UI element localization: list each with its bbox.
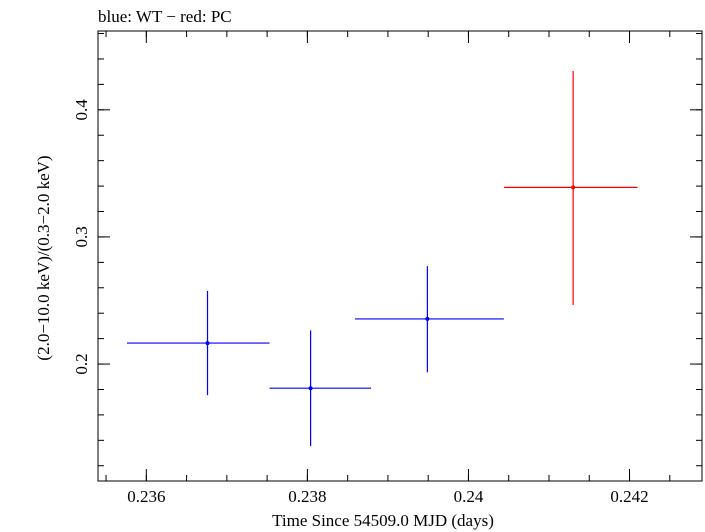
series-wt [126,266,504,447]
chart-title: blue: WT − red: PC [98,7,232,26]
plot-frame [97,30,703,482]
data-point [308,386,313,391]
y-tick-label: 0.2 [72,353,91,374]
x-tick-label: 0.236 [127,487,165,506]
y-axis-label: (2.0−10.0 keV)/(0.3−2.0 keV) [34,155,53,360]
x-axis-label: Time Since 54509.0 MJD (days) [272,511,494,530]
x-tick-label: 0.238 [288,487,326,506]
data-point [571,185,576,190]
y-tick-label: 0.4 [72,99,91,121]
data-series [126,71,638,447]
data-point [205,341,210,346]
series-pc [503,71,638,305]
data-point [425,316,430,321]
x-tick-label: 0.24 [454,487,484,506]
x-tick-label: 0.242 [610,487,648,506]
y-axis-ticks: 0.2 0.3 0.4 [72,33,702,467]
y-tick-label: 0.3 [72,226,91,247]
x-axis-ticks: 0.236 0.238 0.24 0.242 [105,31,671,506]
